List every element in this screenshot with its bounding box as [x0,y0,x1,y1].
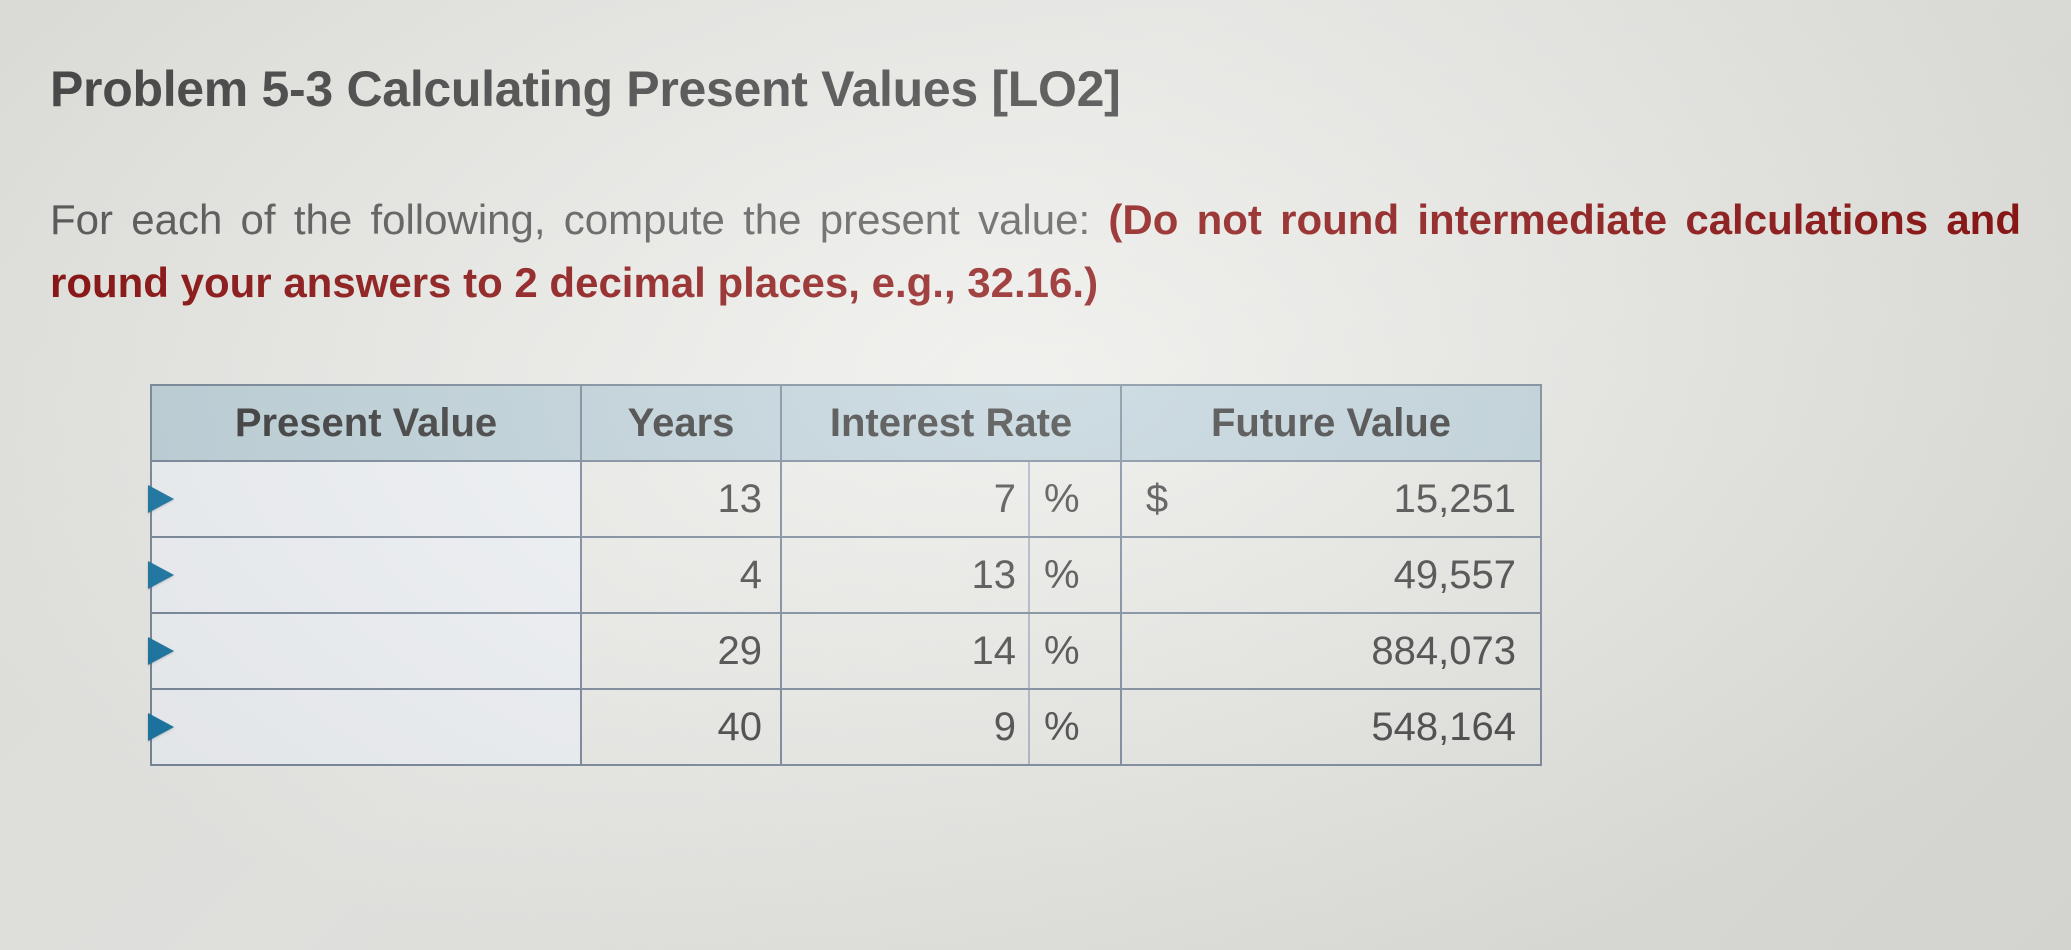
currency-icon: $ [1122,477,1192,522]
pv-table-container: Present Value Years Interest Rate Future… [150,384,1542,766]
pv-table: Present Value Years Interest Rate Future… [150,384,1542,766]
present-value-input[interactable] [151,689,581,765]
percent-icon: % [1030,614,1120,688]
future-value: 49,557 [1192,553,1540,598]
future-value-cell: 548,164 [1121,689,1541,765]
future-value-cell: $ 15,251 [1121,461,1541,537]
problem-page: Problem 5-3 Calculating Present Values [… [0,0,2071,811]
header-interest-rate: Interest Rate [781,385,1121,461]
present-value-input[interactable] [151,461,581,537]
header-years: Years [581,385,781,461]
future-value: 15,251 [1192,477,1540,522]
percent-icon: % [1030,538,1120,612]
years-cell: 4 [581,537,781,613]
rate-cell: 7 % [781,461,1121,537]
future-value-cell: 49,557 [1121,537,1541,613]
rate-value: 9 [782,690,1030,764]
table-row: 13 7 % $ 15,251 [151,461,1541,537]
table-row: 29 14 % 884,073 [151,613,1541,689]
percent-icon: % [1030,690,1120,764]
present-value-input[interactable] [151,537,581,613]
rate-cell: 14 % [781,613,1121,689]
header-present-value: Present Value [151,385,581,461]
years-cell: 13 [581,461,781,537]
years-cell: 29 [581,613,781,689]
rate-cell: 9 % [781,689,1121,765]
rate-value: 7 [782,462,1030,536]
input-marker-icon [148,561,174,589]
rate-value: 14 [782,614,1030,688]
rate-value: 13 [782,538,1030,612]
percent-icon: % [1030,462,1120,536]
rate-cell: 13 % [781,537,1121,613]
header-future-value: Future Value [1121,385,1541,461]
future-value: 548,164 [1192,705,1540,750]
future-value: 884,073 [1192,629,1540,674]
table-row: 4 13 % 49,557 [151,537,1541,613]
input-marker-icon [148,713,174,741]
table-row: 40 9 % 548,164 [151,689,1541,765]
present-value-input[interactable] [151,613,581,689]
table-header-row: Present Value Years Interest Rate Future… [151,385,1541,461]
input-marker-icon [148,485,174,513]
input-marker-icon [148,637,174,665]
description-lead: For each of the following, compute the p… [50,196,1108,243]
table-body: 13 7 % $ 15,251 [151,461,1541,765]
future-value-cell: 884,073 [1121,613,1541,689]
problem-title: Problem 5-3 Calculating Present Values [… [50,60,2021,118]
years-cell: 40 [581,689,781,765]
problem-description: For each of the following, compute the p… [50,188,2021,314]
